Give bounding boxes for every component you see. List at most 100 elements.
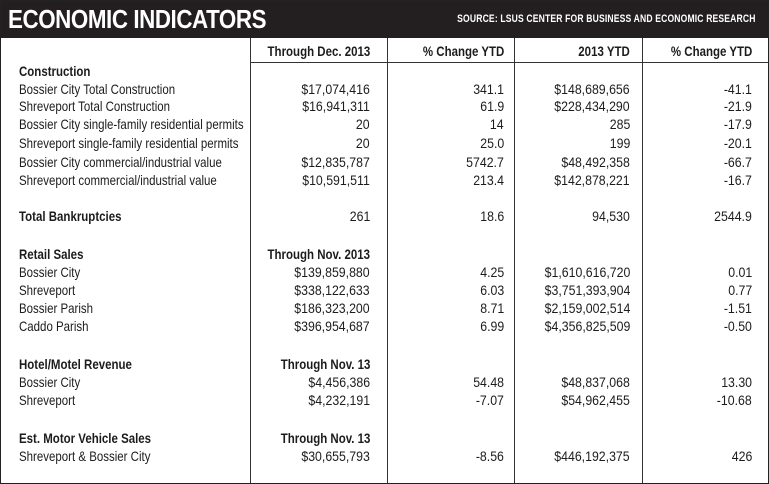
value-ytd: $1,610,616,720 [544, 264, 630, 280]
column-header-pct-change-2: % Change YTD [670, 43, 752, 59]
row-label: Shreveport commercial/industrial value [19, 172, 217, 188]
section-heading-row: Est. Motor Vehicle Sales Through Nov. 13 [1, 430, 768, 447]
value-pct-change: 213.4 [473, 172, 504, 188]
value-through-period: $10,591,511 [302, 172, 370, 188]
value-ytd: $4,356,825,509 [544, 318, 630, 334]
value-ytd: $148,689,656 [554, 81, 630, 97]
value-through-period: $338,122,633 [294, 282, 370, 298]
value-pct-change: 61.9 [480, 98, 504, 114]
column-header-row: Through Dec. 2013 % Change YTD 2013 YTD … [1, 38, 768, 63]
row-label-total-bankruptcies: Total Bankruptcies [19, 208, 122, 224]
value-through-period: $186,323,200 [294, 300, 370, 316]
value-ytd-pct-change: 13.30 [721, 374, 752, 390]
column-divider [642, 38, 643, 483]
column-header-pct-change-1: % Change YTD [422, 43, 504, 59]
section-heading-hotel-motel-revenue: Hotel/Motel Revenue [19, 356, 132, 372]
table-row: Shreveport $4,232,191 -7.07 $54,962,455 … [1, 392, 768, 409]
value-pct-change: 8.71 [480, 300, 504, 316]
table-row: Shreveport single-family residential per… [1, 135, 768, 152]
value-through-period: 20 [356, 116, 370, 132]
table-row: Bossier City $139,859,880 4.25 $1,610,61… [1, 264, 768, 281]
header-divider [250, 62, 768, 63]
row-label: Bossier City [19, 374, 81, 390]
value-ytd-pct-change: -66.7 [723, 154, 752, 170]
value-through-period: 261 [349, 208, 370, 224]
column-divider [387, 38, 388, 483]
section-period: Through Nov. 13 [280, 356, 370, 372]
table-row: Bossier City Total Construction $17,074,… [1, 81, 768, 98]
table-title: ECONOMIC INDICATORS [8, 4, 267, 34]
value-ytd-pct-change: 426 [731, 448, 752, 464]
value-ytd-pct-change: -16.7 [723, 172, 752, 188]
value-ytd-pct-change: -17.9 [723, 116, 752, 132]
value-through-period: $17,074,416 [301, 81, 370, 97]
value-pct-change: 6.03 [480, 282, 504, 298]
table-row: Shreveport $338,122,633 6.03 $3,751,393,… [1, 282, 768, 299]
section-heading-retail-sales: Retail Sales [19, 246, 84, 262]
column-divider [250, 38, 251, 483]
row-label: Bossier City Total Construction [19, 81, 176, 97]
value-through-period: $4,456,386 [308, 374, 370, 390]
value-ytd: $54,962,455 [561, 392, 630, 408]
value-pct-change: 5742.7 [466, 154, 504, 170]
value-ytd-pct-change: -41.1 [723, 81, 752, 97]
value-pct-change: 54.48 [473, 374, 504, 390]
row-label: Bossier Parish [19, 300, 94, 316]
value-ytd: 94,530 [592, 208, 630, 224]
table-row: Shreveport Total Construction $16,941,31… [1, 98, 768, 115]
section-heading-row: Hotel/Motel Revenue Through Nov. 13 [1, 356, 768, 373]
section-heading-row: Retail Sales Through Nov. 2013 [1, 246, 768, 263]
value-pct-change: 6.99 [480, 318, 504, 334]
column-header-through-dec: Through Dec. 2013 [267, 43, 370, 59]
value-ytd-pct-change: 0.01 [728, 264, 752, 280]
row-label: Shreveport Total Construction [19, 98, 171, 114]
value-through-period: 20 [356, 135, 370, 151]
value-through-period: $139,859,880 [294, 264, 370, 280]
value-ytd: $142,878,221 [554, 172, 630, 188]
row-label: Shreveport & Bossier City [19, 448, 151, 464]
value-ytd: 199 [609, 135, 630, 151]
row-label: Shreveport [19, 392, 76, 408]
row-label: Bossier City [19, 264, 81, 280]
row-label: Bossier City commercial/industrial value [19, 154, 222, 170]
value-pct-change: 341.1 [473, 81, 504, 97]
table-row: Total Bankruptcies 261 18.6 94,530 2544.… [1, 208, 768, 225]
value-through-period: $16,941,311 [302, 98, 370, 114]
table-row: Bossier Parish $186,323,200 8.71 $2,159,… [1, 300, 768, 317]
value-through-period: $4,232,191 [308, 392, 370, 408]
value-pct-change: -7.07 [475, 392, 504, 408]
title-banner: ECONOMIC INDICATORS SOURCE: LSUS CENTER … [1, 1, 768, 38]
value-ytd-pct-change: 2544.9 [714, 208, 752, 224]
value-through-period: $12,835,787 [301, 154, 370, 170]
value-ytd-pct-change: -0.50 [723, 318, 752, 334]
section-period: Through Nov. 13 [280, 430, 370, 446]
value-pct-change: 4.25 [480, 264, 504, 280]
value-ytd: $48,492,358 [561, 154, 630, 170]
value-ytd-pct-change: -1.51 [723, 300, 752, 316]
column-divider [514, 38, 515, 483]
value-through-period: $396,954,687 [294, 318, 370, 334]
section-heading-motor-vehicle-sales: Est. Motor Vehicle Sales [19, 430, 152, 446]
value-pct-change: 18.6 [480, 208, 504, 224]
table-row: Shreveport & Bossier City $30,655,793 -8… [1, 448, 768, 465]
value-ytd: $48,837,068 [561, 374, 630, 390]
table-row: Bossier City single-family residential p… [1, 116, 768, 133]
source-note: SOURCE: LSUS CENTER FOR BUSINESS AND ECO… [457, 13, 756, 25]
value-ytd-pct-change: -20.1 [723, 135, 752, 151]
section-period: Through Nov. 2013 [267, 246, 370, 262]
row-label: Caddo Parish [19, 318, 89, 334]
value-ytd: $228,434,290 [554, 98, 630, 114]
value-ytd-pct-change: -21.9 [723, 98, 752, 114]
table-row: Bossier City commercial/industrial value… [1, 154, 768, 171]
value-ytd-pct-change: 0.77 [728, 282, 752, 298]
column-header-2013-ytd: 2013 YTD [578, 43, 630, 59]
section-heading-construction: Construction [19, 63, 91, 79]
table-row: Caddo Parish $396,954,687 6.99 $4,356,82… [1, 318, 768, 335]
value-ytd: $2,159,002,514 [544, 300, 630, 316]
row-label: Bossier City single-family residential p… [19, 116, 244, 132]
value-pct-change: -8.56 [475, 448, 504, 464]
table-row: Shreveport commercial/industrial value $… [1, 172, 768, 189]
value-ytd-pct-change: -10.68 [717, 392, 752, 408]
value-ytd: $3,751,393,904 [544, 282, 630, 298]
